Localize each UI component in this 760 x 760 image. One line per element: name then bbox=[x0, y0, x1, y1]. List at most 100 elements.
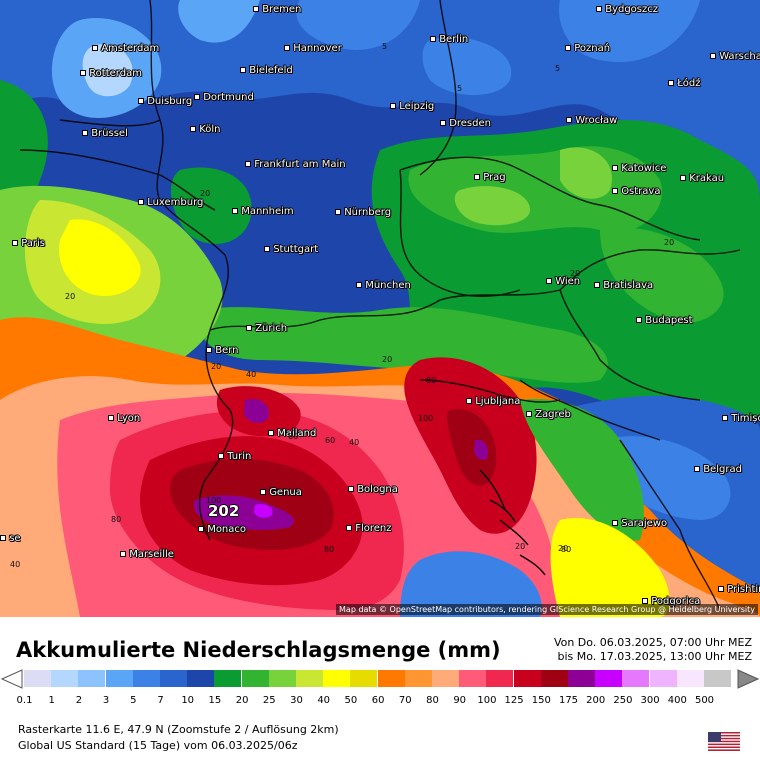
legend-swatch bbox=[459, 670, 487, 687]
contour-value: 5 bbox=[555, 64, 561, 73]
contour-value: 40 bbox=[246, 370, 257, 379]
city-label: Wrocław bbox=[566, 115, 617, 126]
city-marker-icon bbox=[546, 278, 552, 284]
city-marker-icon bbox=[356, 282, 362, 288]
city-label: Sarajewo bbox=[612, 518, 667, 529]
contour-value: 20 bbox=[382, 355, 393, 364]
city-marker-icon bbox=[218, 453, 224, 459]
city-marker-icon bbox=[82, 130, 88, 136]
city-label: Ostrava bbox=[612, 186, 660, 197]
contour-value: 80 bbox=[561, 545, 572, 554]
legend-swatch bbox=[51, 670, 79, 687]
legend-label: 60 bbox=[371, 695, 385, 706]
legend-swatch bbox=[105, 670, 133, 687]
legend-label: 7 bbox=[157, 695, 164, 706]
period-from: Von Do. 06.03.2025, 07:00 Uhr MEZ bbox=[553, 636, 752, 649]
city-label: Warscha bbox=[710, 51, 760, 62]
legend-swatch bbox=[132, 670, 160, 687]
raster-info: Rasterkarte 11.6 E, 47.9 N (Zoomstufe 2 … bbox=[18, 723, 339, 736]
legend-label: 100 bbox=[477, 695, 497, 706]
city-marker-icon bbox=[253, 6, 259, 12]
map-attribution: Map data © OpenStreetMap contributors, r… bbox=[336, 604, 758, 615]
city-marker-icon bbox=[0, 535, 6, 541]
city-marker-icon bbox=[80, 70, 86, 76]
legend-swatch bbox=[377, 670, 405, 687]
city-label: München bbox=[356, 280, 411, 291]
city-marker-icon bbox=[206, 347, 212, 353]
peak-value-label: 202 bbox=[208, 502, 240, 520]
city-label: Florenz bbox=[346, 523, 391, 534]
city-label: Berlin bbox=[430, 34, 468, 45]
city-marker-icon bbox=[566, 117, 572, 123]
legend-label: 150 bbox=[531, 695, 551, 706]
city-marker-icon bbox=[694, 466, 700, 472]
city-marker-icon bbox=[390, 103, 396, 109]
legend-swatch bbox=[350, 670, 378, 687]
city-label: Luxemburg bbox=[138, 197, 203, 208]
contour-value: 20 bbox=[211, 362, 222, 371]
contour-value: 80 bbox=[324, 545, 335, 554]
city-label: Dortmund bbox=[194, 92, 254, 103]
contour-value: 20 bbox=[515, 542, 526, 551]
city-marker-icon bbox=[718, 586, 724, 592]
contour-value: 100 bbox=[418, 414, 434, 423]
city-label: Marseille bbox=[120, 549, 174, 560]
legend-label: 300 bbox=[640, 695, 660, 706]
city-marker-icon bbox=[232, 208, 238, 214]
city-label: Frankfurt am Main bbox=[245, 159, 346, 170]
legend-label: 500 bbox=[694, 695, 715, 706]
legend-swatch bbox=[187, 670, 215, 687]
legend-label: 90 bbox=[453, 695, 467, 706]
legend-label: 40 bbox=[317, 695, 331, 706]
city-label: Bremen bbox=[253, 4, 301, 15]
city-label: Zagreb bbox=[526, 409, 571, 420]
precipitation-field bbox=[0, 0, 760, 617]
city-label: se bbox=[0, 533, 21, 544]
city-label: Rotterdam bbox=[80, 68, 142, 79]
city-label: Brüssel bbox=[82, 128, 128, 139]
legend-label: 400 bbox=[667, 695, 687, 706]
city-marker-icon bbox=[466, 398, 472, 404]
city-marker-icon bbox=[260, 489, 266, 495]
city-label: Stuttgart bbox=[264, 244, 318, 255]
contour-value: 100 bbox=[206, 496, 222, 505]
legend-label: 1 bbox=[48, 695, 55, 706]
city-marker-icon bbox=[108, 415, 114, 421]
city-marker-icon bbox=[526, 411, 532, 417]
city-marker-icon bbox=[198, 526, 204, 532]
precipitation-map[interactable]: Bremen Amsterdam Rotterdam Hannover Berl… bbox=[0, 0, 760, 617]
city-label: Bielefeld bbox=[240, 65, 293, 76]
legend-swatch bbox=[513, 670, 541, 687]
city-label: Bologna bbox=[348, 484, 398, 495]
city-label: Lyon bbox=[108, 413, 140, 424]
chart-title: Akkumulierte Niederschlagsmenge (mm) bbox=[16, 638, 501, 662]
city-label: Leipzig bbox=[390, 101, 434, 112]
contour-value: 60 bbox=[288, 432, 299, 441]
city-marker-icon bbox=[612, 188, 618, 194]
legend-swatch bbox=[404, 670, 432, 687]
city-label: Podgorica bbox=[642, 596, 700, 607]
city-marker-icon bbox=[346, 525, 352, 531]
city-marker-icon bbox=[596, 6, 602, 12]
legend-swatch bbox=[24, 670, 51, 687]
legend-label: 2 bbox=[75, 695, 83, 706]
city-marker-icon bbox=[710, 53, 716, 59]
contour-value: 5 bbox=[382, 42, 388, 51]
us-flag-icon bbox=[708, 732, 740, 751]
legend-swatch bbox=[704, 670, 731, 687]
city-marker-icon bbox=[430, 36, 436, 42]
city-label: Katowice bbox=[612, 163, 666, 174]
city-marker-icon bbox=[240, 67, 246, 73]
contour-value: 20 bbox=[570, 269, 581, 278]
city-marker-icon bbox=[594, 282, 600, 288]
contour-value: 20 bbox=[200, 189, 211, 198]
legend-label: 0.1 bbox=[16, 695, 33, 706]
city-marker-icon bbox=[335, 209, 341, 215]
city-label: Łódź bbox=[668, 78, 701, 89]
legend-swatch bbox=[296, 670, 323, 687]
contour-value: 80 bbox=[111, 515, 122, 524]
city-marker-icon bbox=[92, 45, 98, 51]
legend-swatch bbox=[78, 670, 106, 687]
legend-swatch bbox=[323, 670, 351, 687]
city-label: Bratislava bbox=[594, 280, 653, 291]
